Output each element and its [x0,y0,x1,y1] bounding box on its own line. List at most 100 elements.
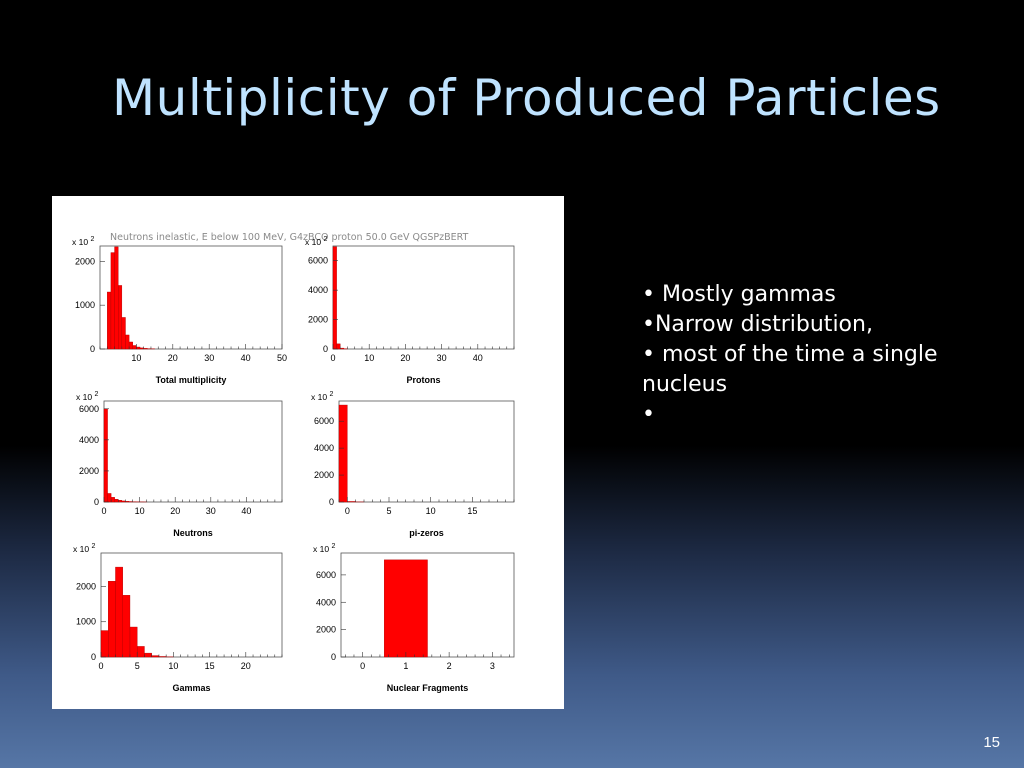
histogram-bar [132,345,137,350]
plot-frame [332,245,515,350]
y-tick-label: 6000 [308,256,328,266]
x-tick-label: 5 [135,661,140,671]
y-tick-label: 2000 [308,315,328,325]
x-tick-label: 10 [135,506,145,516]
y-tick-label: 0 [331,652,336,662]
histogram-bar [128,341,133,350]
bullet-item: •Narrow distribution, [642,312,873,337]
x-tick-label: 1 [403,661,408,671]
y-tick-label: 4000 [316,597,336,607]
x-tick-label: 20 [168,353,178,363]
panel-title: Gammas [172,683,210,693]
histogram-bar [158,656,167,658]
histogram-bar [136,346,141,350]
x-tick-label: 0 [101,506,106,516]
plot-frame [103,400,283,503]
histogram-bar [107,291,112,350]
x-tick-label: 0 [98,661,103,671]
histogram-bar [110,497,115,503]
histogram-panel: 0 10 20 30 40 0 2000 4000 6000 x 10 2 Protons [305,236,515,385]
y-scale-exponent: 2 [94,391,98,398]
histogram-bar [136,646,145,658]
y-scale-label: x 10 2 [305,236,327,247]
x-tick-label: 0 [345,506,350,516]
histogram-figure: Neutrons inelastic, E below 100 MeV, G4z… [52,196,564,709]
histogram-panel: 0 1 2 3 0 2000 4000 6000 x 10 2 Nuclear Fragments [313,543,515,693]
y-scale-exponent: 2 [331,543,335,550]
y-tick-label: 0 [329,497,334,507]
y-tick-label: 2000 [75,256,95,266]
histogram-bar [122,595,131,658]
x-tick-label: 15 [467,506,477,516]
histogram-bar [332,246,337,350]
y-tick-label: 4000 [308,285,328,295]
x-tick-label: 40 [241,353,251,363]
bullet-list: • Mostly gammas •Narrow distribution, • … [642,280,942,430]
x-tick-label: 30 [437,353,447,363]
histogram-bar [125,501,130,503]
bullet-item: • most of the time a single nucleus [642,342,945,397]
y-scale-exponent: 2 [323,236,327,243]
panel-title: Nuclear Fragments [387,683,469,693]
y-tick-label: 4000 [314,443,334,453]
histogram-bar [338,404,348,503]
y-tick-label: 6000 [79,404,99,414]
histogram-bar [118,500,122,503]
y-tick-label: 1000 [75,300,95,310]
x-tick-label: 10 [426,506,436,516]
panel-title: pi-zeros [409,528,444,538]
histogram-bar [114,246,119,350]
histogram-bar [117,285,123,350]
y-tick-label: 2000 [76,581,96,591]
plot-frame [338,400,515,503]
y-tick-label: 6000 [314,416,334,426]
page-number: 15 [983,734,1000,751]
y-tick-label: 4000 [79,435,99,445]
histogram-panel: 10 20 30 40 50 0 1000 2000 x 10 2 Total multiplic… [72,236,287,385]
histogram-bar [107,493,112,503]
histogram-bar [100,630,109,658]
y-scale-label: x 10 2 [73,543,95,554]
y-scale-label: x 10 2 [76,391,98,402]
y-scale-exponent: 2 [329,391,333,398]
y-tick-label: 2000 [316,625,336,635]
slide-title: Multiplicity of Produced Particles [112,69,941,127]
histogram-bar [108,581,116,658]
histogram-panel: 0 5 10 15 20 0 1000 2000 x 10 2 Gammas [73,543,283,693]
x-tick-label: 40 [473,353,483,363]
y-tick-label: 2000 [79,466,99,476]
histogram-bar [129,626,138,658]
bullet-item: • Mostly gammas [642,282,836,307]
x-tick-label: 10 [131,353,141,363]
x-tick-label: 10 [364,353,374,363]
x-tick-label: 20 [170,506,180,516]
x-tick-label: 50 [277,353,287,363]
histogram-bar [121,500,126,503]
histogram-bar [115,566,123,658]
y-tick-label: 0 [323,344,328,354]
panel-title: Neutrons [173,528,213,538]
y-scale-exponent: 2 [90,236,94,243]
histogram-figure-canvas: Neutrons inelastic, E below 100 MeV, G4z… [72,232,515,693]
x-tick-label: 40 [241,506,251,516]
x-tick-label: 15 [205,661,215,671]
x-tick-label: 0 [360,661,365,671]
histogram-panel: 0 5 10 15 0 2000 4000 6000 x 10 2 pi-zeros [311,391,515,538]
x-tick-label: 20 [241,661,251,671]
y-scale-label: x 10 2 [72,236,94,247]
x-tick-label: 5 [386,506,391,516]
bullet-item: • [642,402,655,427]
y-tick-label: 2000 [314,470,334,480]
histogram-panel: 0 10 20 30 40 0 2000 4000 6000 x 10 2 Neutrons [76,391,283,538]
histogram-bar [110,252,115,350]
y-tick-label: 0 [91,652,96,662]
histogram-bar [103,408,108,503]
histogram-bar [125,334,130,350]
y-scale-label: x 10 2 [311,391,333,402]
histogram-bar [139,347,144,350]
y-tick-label: 0 [90,344,95,354]
y-tick-label: 1000 [76,617,96,627]
histogram-bar [347,501,356,503]
histogram-bar [143,348,148,350]
histogram-bar [340,347,345,350]
